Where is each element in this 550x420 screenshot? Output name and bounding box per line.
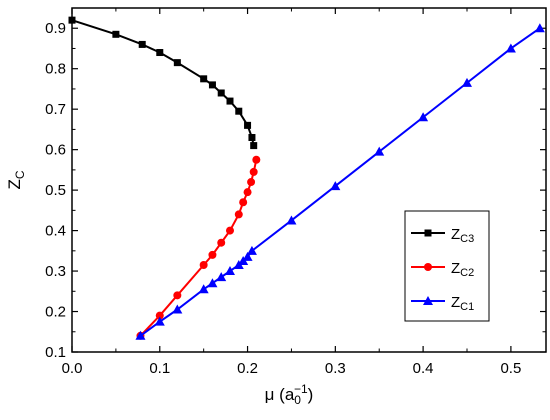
data-point-zc1 — [242, 251, 253, 261]
data-point-zc2 — [217, 238, 226, 247]
y-tick-label: 0.9 — [45, 20, 66, 37]
legend-marker — [423, 296, 433, 305]
plot-area: 0.0 0.1 0.2 0.3 0.4 0.50.10.20.30.40.50.60.70… — [5, 7, 547, 407]
y-tick-label: 0.2 — [45, 304, 66, 321]
legend-marker — [424, 263, 432, 271]
y-tick-label: 0.6 — [45, 142, 66, 159]
data-point-zc3 — [112, 30, 120, 38]
x-tick-label: 0.5 — [500, 360, 521, 377]
data-point-zc1 — [246, 245, 257, 255]
data-point-zc3 — [217, 89, 225, 97]
data-point-zc2 — [208, 250, 217, 259]
x-tick-label: 0.0 — [62, 360, 83, 377]
data-point-zc2 — [249, 167, 258, 176]
data-point-zc2 — [243, 188, 252, 197]
legend-label: ZC1 — [451, 294, 474, 313]
data-point-zc1 — [286, 215, 297, 225]
y-tick-label: 0.4 — [45, 223, 66, 240]
data-point-zc3 — [208, 81, 216, 89]
data-point-zc2 — [173, 291, 182, 300]
data-point-zc1 — [374, 146, 385, 156]
y-tick-label: 0.7 — [45, 101, 66, 118]
series-zc1 — [135, 23, 545, 340]
series-line-zc3 — [71, 19, 255, 146]
y-tick-label: 0.8 — [45, 61, 66, 78]
data-point-zc2 — [226, 226, 234, 235]
data-point-zc3 — [156, 49, 164, 57]
series-zc3 — [68, 16, 258, 150]
data-point-zc1 — [198, 284, 209, 294]
data-point-zc2 — [234, 210, 243, 219]
x-tick-label: 0.4 — [413, 360, 434, 377]
data-point-zc1 — [154, 316, 165, 326]
data-point-zc1 — [172, 304, 183, 314]
data-point-zc1 — [216, 272, 227, 282]
data-point-zc1 — [225, 266, 235, 276]
legend-marker — [424, 229, 432, 237]
data-point-zc1 — [462, 77, 472, 87]
data-point-zc3 — [250, 142, 258, 150]
data-point-zc1 — [207, 278, 218, 288]
data-point-zc1 — [505, 43, 516, 53]
data-point-zc1 — [330, 181, 341, 191]
data-point-zc3 — [200, 75, 208, 83]
data-point-zc3 — [248, 134, 256, 142]
x-axis-title: μ (a0−1) — [265, 382, 314, 406]
legend-label: ZC2 — [451, 260, 474, 279]
y-tick-label: 0.3 — [45, 263, 66, 280]
data-point-zc2 — [247, 178, 256, 187]
legend: ZC3 ZC2 ZC1 — [404, 210, 490, 322]
y-axis-title: ZC — [5, 170, 27, 189]
y-tick-label: 0.1 — [45, 344, 66, 361]
x-tick-label: 0.3 — [325, 360, 346, 377]
data-point-zc3 — [226, 97, 234, 105]
y-tick-label: 0.5 — [45, 182, 66, 199]
legend-label: ZC3 — [451, 226, 474, 245]
data-point-zc1 — [418, 112, 429, 122]
data-point-zc2 — [252, 155, 261, 164]
x-tick-label: 0.1 — [149, 360, 170, 377]
series-line-zc2 — [139, 159, 258, 337]
data-point-zc3 — [244, 121, 252, 129]
data-point-zc2 — [199, 260, 208, 269]
data-point-zc1 — [534, 23, 545, 33]
data-point-zc3 — [138, 40, 146, 48]
data-point-zc3 — [68, 16, 76, 24]
data-point-zc2 — [155, 311, 164, 320]
x-tick-label: 0.2 — [237, 360, 258, 377]
data-point-zc3 — [173, 59, 181, 67]
data-point-zc2 — [239, 198, 248, 207]
series-zc2 — [136, 155, 261, 340]
data-point-zc1 — [135, 330, 146, 340]
plot-frame — [71, 7, 547, 353]
data-point-zc3 — [235, 107, 243, 115]
